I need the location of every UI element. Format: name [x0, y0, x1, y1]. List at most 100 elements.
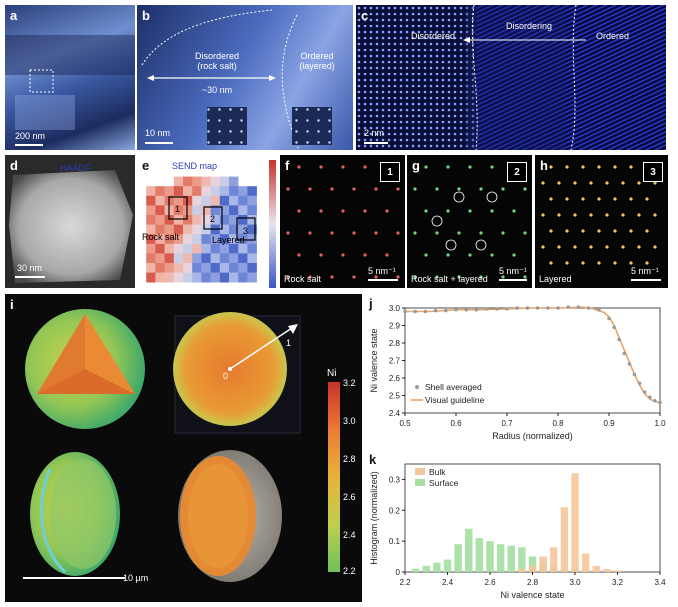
j-xaxis-label: Radius (normalized): [492, 431, 573, 441]
j-shell-point: [637, 381, 642, 386]
k-surface-bar: [422, 565, 430, 572]
region-2-badge: 2: [507, 162, 527, 182]
j-shell-point: [413, 309, 417, 314]
k-legend-bulk-swatch: [415, 468, 425, 475]
panel-i-image: i Ni 3.2 3.0 2.8 2.6 2.4 2.2 0 1 10 µm: [5, 294, 362, 602]
colorbar-title: Ni: [327, 368, 337, 379]
k-bulk-bar: [603, 568, 611, 572]
k-bulk-bar: [550, 547, 558, 572]
k-xtick-label: 2.4: [442, 578, 454, 587]
k-surface-bar: [433, 562, 441, 572]
k-surface-bar: [443, 559, 452, 572]
c-ordered-label: Ordered: [596, 31, 630, 41]
colorbar-tick-3: 2.6: [343, 492, 356, 502]
colorbar-tick-5: 2.2: [343, 566, 356, 576]
panel-e-image: e SEND map Rock salt Layered 1 2 3: [137, 155, 277, 288]
colorbar-tick-1: 3.0: [343, 416, 356, 426]
region-2-label: 2: [210, 214, 216, 224]
width-label: ~30 nm: [201, 85, 233, 95]
k-xtick-label: 3.2: [612, 578, 624, 587]
j-shell-point: [403, 309, 407, 314]
j-shell-point: [433, 308, 438, 313]
j-ytick-label: 2.7: [389, 357, 401, 366]
panel-i-label: i: [10, 297, 14, 312]
k-xtick-label: 3.0: [569, 578, 581, 587]
panel-g-label: g: [412, 158, 420, 173]
k-surface-bar: [507, 545, 515, 572]
j-shell-point: [642, 390, 647, 394]
j-shell-point: [627, 362, 632, 366]
k-bulk-bar: [592, 565, 600, 572]
region-3-badge: 3: [643, 162, 663, 182]
k-ytick-label: 0.1: [389, 537, 401, 546]
j-shell-point: [484, 307, 489, 311]
k-xtick-label: 2.6: [484, 578, 496, 587]
panel-f-label: f: [285, 158, 290, 173]
region-3-box: [236, 217, 256, 241]
j-shell-point: [444, 308, 448, 313]
h-caption: Layered: [539, 274, 572, 284]
panel-a-scale-bar: [15, 144, 43, 146]
k-surface-bar: [465, 528, 473, 572]
panel-f-scale-label: 5 nm⁻¹: [368, 266, 396, 276]
j-legend-shell-marker: [415, 385, 419, 389]
panel-h-scale-bar: [631, 279, 661, 281]
j-shell-point: [648, 395, 652, 400]
origin-label: 0: [223, 371, 229, 381]
rock-salt-sublabel: (rock salt): [197, 61, 237, 71]
j-shell-point: [556, 306, 560, 310]
j-shell-point: [632, 372, 637, 377]
j-shell-point: [505, 307, 509, 311]
j-shell-point: [423, 309, 428, 314]
j-shell-point: [612, 325, 616, 330]
k-xtick-label: 3.4: [654, 578, 666, 587]
j-ytick-label: 2.8: [389, 339, 401, 348]
k-bulk-bar: [571, 473, 579, 572]
j-shell-point: [586, 306, 591, 310]
panel-c-image: c Disordering Disordered Ordered 2 nm: [356, 5, 666, 150]
panel-d-scale-label: 30 nm: [17, 263, 43, 273]
k-xtick-label: 2.2: [399, 578, 411, 587]
j-shell-point: [535, 306, 540, 310]
j-ytick-label: 3.0: [389, 304, 401, 313]
layered-sublabel: (layered): [299, 61, 335, 71]
j-ytick-label: 2.5: [389, 392, 401, 401]
panel-c-scale-bar: [364, 142, 388, 144]
k-xtick-label: 2.8: [527, 578, 539, 587]
k-bulk-bar: [581, 553, 590, 572]
c-disordered-label: Disordered: [411, 31, 456, 41]
k-surface-bar: [528, 556, 537, 572]
region-2-box: [203, 206, 223, 230]
j-shell-point: [576, 305, 581, 309]
k-ytick-label: 0.2: [389, 506, 401, 515]
j-shell-point: [658, 400, 662, 405]
ordered-label: Ordered: [300, 51, 334, 61]
colorbar-tick-4: 2.4: [343, 530, 356, 540]
j-xtick-label: 0.6: [450, 419, 462, 428]
j-shell-point: [653, 398, 657, 403]
j-xtick-label: 0.9: [603, 419, 615, 428]
panel-i-scale-label: 10 µm: [123, 573, 149, 583]
f-caption: Rock salt: [284, 274, 322, 284]
panel-a-scale-label: 200 nm: [15, 131, 46, 141]
k-bulk-bar: [539, 556, 547, 572]
j-shell-point: [566, 305, 570, 309]
j-ytick-label: 2.4: [389, 409, 401, 418]
k-xaxis-label: Ni valence state: [500, 590, 564, 600]
panel-h-scale-label: 5 nm⁻¹: [631, 266, 659, 276]
j-xtick-label: 0.8: [552, 419, 564, 428]
j-legend-shell: Shell averaged: [425, 382, 482, 392]
panel-g-scale-label: 5 nm⁻¹: [499, 266, 527, 276]
panel-d-label: d: [10, 158, 18, 173]
colorbar-tick-0: 3.2: [343, 378, 356, 388]
j-shell-point: [464, 307, 468, 312]
colorbar-tick-2: 2.8: [343, 454, 356, 464]
panel-b-image: b Disordered (rock salt) Ordered (layere…: [137, 5, 353, 150]
j-shell-point: [546, 306, 550, 310]
j-shell-point: [515, 306, 519, 310]
j-shell-point: [525, 306, 530, 310]
k-bulk-bar: [613, 570, 622, 572]
panel-h-image: h 3 Layered 5 nm⁻¹: [535, 155, 668, 288]
panel-f-image: f 1 Rock salt 5 nm⁻¹: [280, 155, 405, 288]
panel-c-scale-label: 2 nm: [364, 128, 385, 138]
